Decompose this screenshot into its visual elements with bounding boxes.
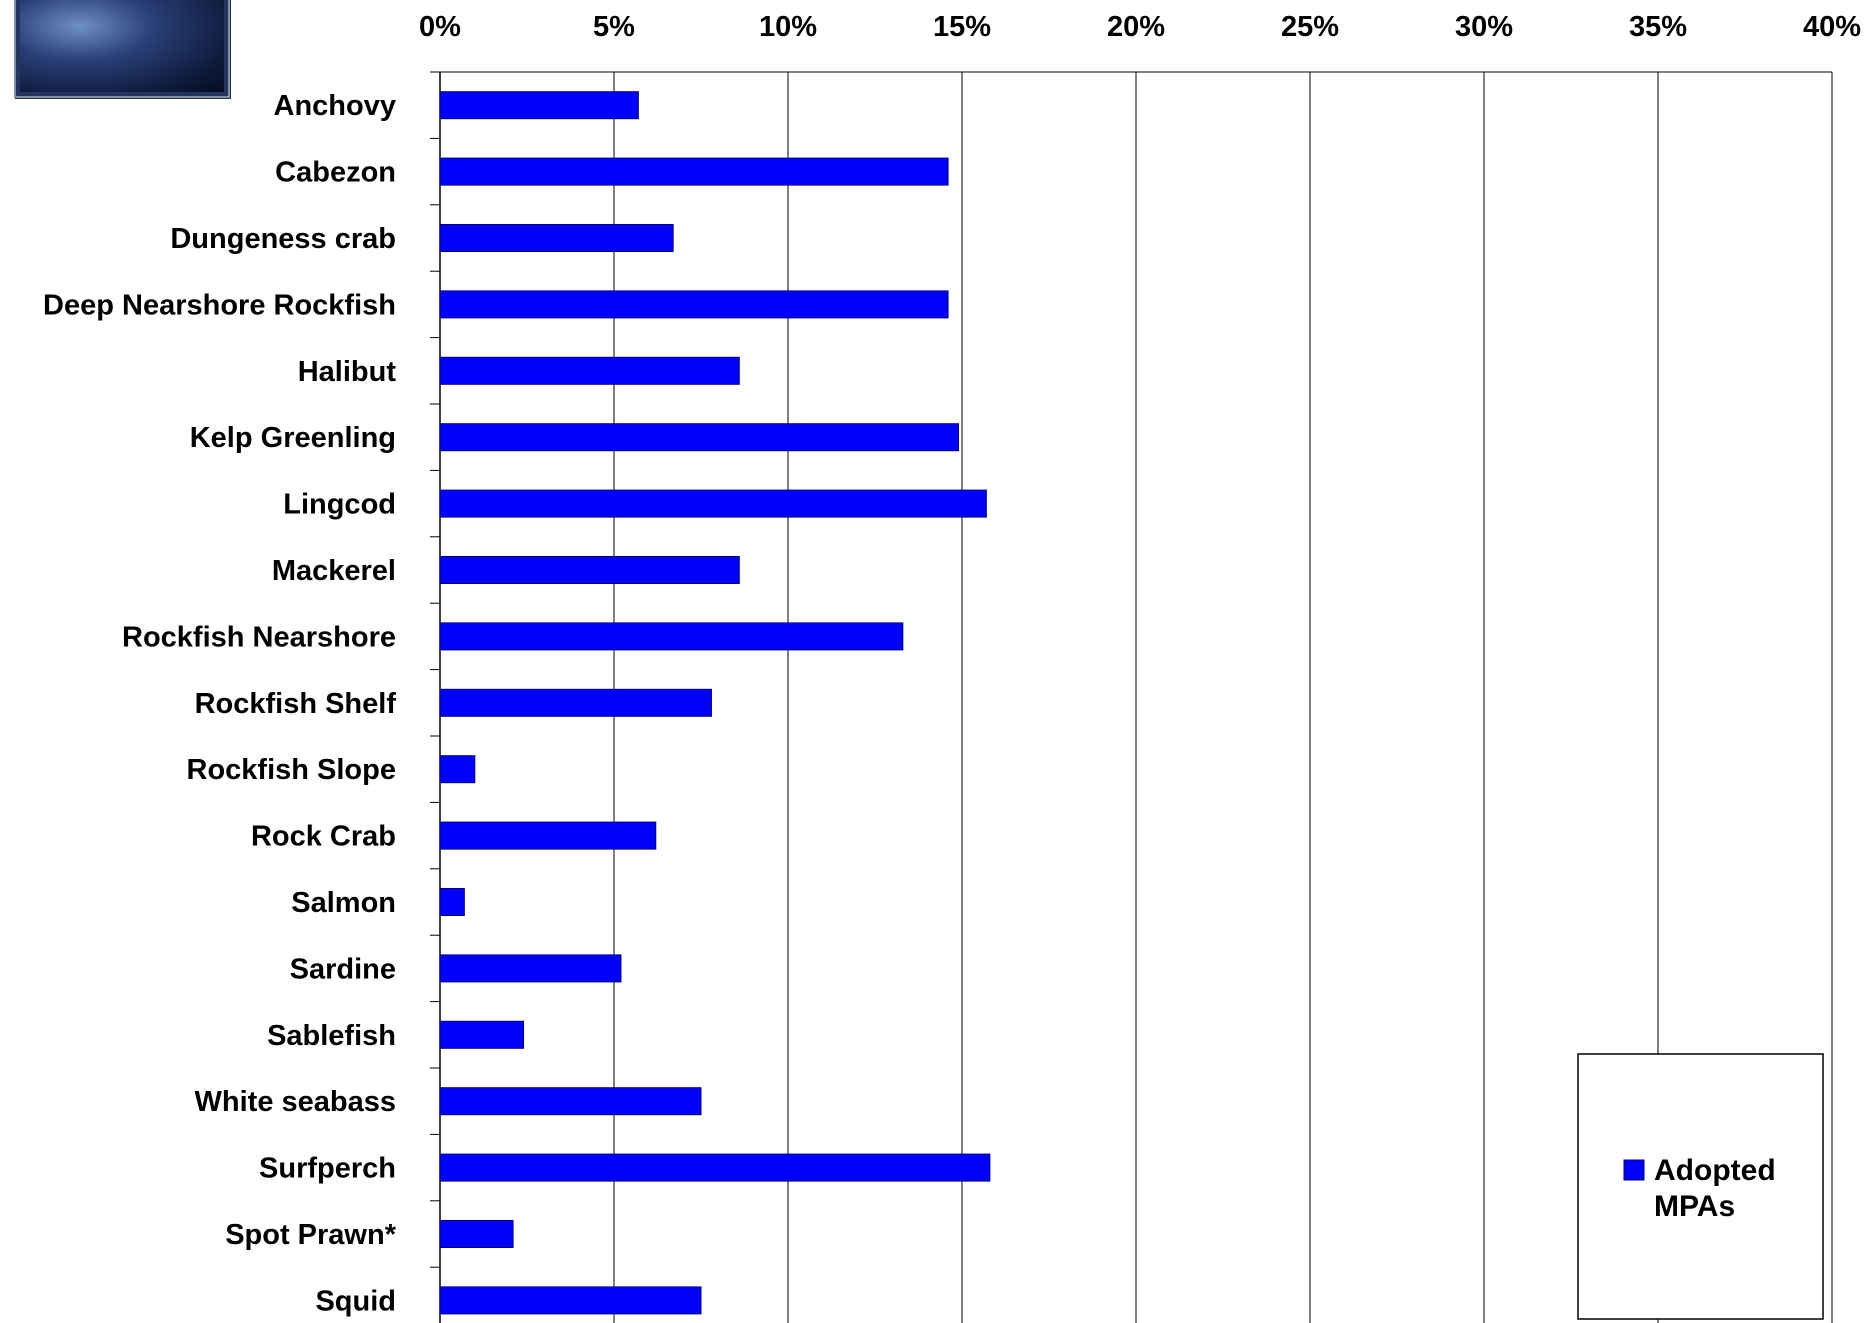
bar [439, 1020, 525, 1049]
bar [439, 224, 674, 252]
category-label: White seabass [195, 1086, 396, 1118]
x-tick-label: 15% [933, 11, 991, 43]
legend-box [1577, 1053, 1824, 1320]
category-label: Spot Prawn* [225, 1219, 397, 1251]
bar [439, 157, 949, 186]
category-label: Anchovy [274, 90, 396, 122]
bar [439, 1087, 702, 1116]
x-tick-label: 0% [419, 11, 461, 43]
category-label: Surfperch [259, 1153, 396, 1185]
x-tick-label: 5% [593, 11, 635, 43]
category-label: Dungeness crab [170, 223, 396, 255]
category-label: Mackerel [272, 555, 396, 587]
x-tick-label: 30% [1455, 11, 1513, 43]
category-label: Halibut [298, 356, 397, 388]
bar [439, 423, 960, 452]
category-label: Rockfish Nearshore [122, 621, 396, 653]
category-labels: Anchovy Cabezon Dungeness crab Deep Nearsho… [43, 90, 397, 1317]
bar [439, 290, 949, 319]
bars [439, 91, 991, 1315]
x-tick-label: 35% [1629, 11, 1687, 43]
bar [439, 755, 476, 784]
bar [439, 888, 465, 916]
legend-label: Adopted MPAs [1654, 1154, 1776, 1223]
category-label: Rock Crab [251, 821, 396, 853]
category-label: Sardine [290, 953, 396, 985]
x-tick-label: 20% [1107, 11, 1165, 43]
category-label: Squid [315, 1285, 396, 1317]
bar [439, 1220, 514, 1248]
x-tick-label: 25% [1281, 11, 1339, 43]
x-tick-label: 40% [1803, 11, 1861, 43]
category-label: Cabezon [275, 157, 396, 189]
category-label: Rockfish Slope [187, 754, 397, 786]
legend-swatch [1623, 1159, 1645, 1181]
bar [439, 489, 987, 518]
bar [439, 954, 622, 983]
bar [439, 688, 712, 717]
category-label: Sablefish [267, 1020, 396, 1052]
category-label: Rockfish Shelf [195, 688, 397, 720]
logo-thumbnail [14, 0, 230, 98]
bar [439, 1153, 991, 1182]
bar [439, 556, 740, 584]
bar [439, 1286, 702, 1315]
legend: Adopted MPAs [1577, 1053, 1824, 1320]
x-tick-labels: 0% 5% 10% 15% 20% 25% 30% 35% 40% [419, 11, 1861, 43]
category-label: Deep Nearshore Rockfish [43, 289, 396, 321]
bar [439, 821, 657, 850]
category-label: Lingcod [283, 489, 396, 521]
bar [439, 622, 904, 651]
bar [439, 91, 639, 120]
category-label: Salmon [291, 887, 396, 919]
bar [439, 356, 740, 385]
x-tick-label: 10% [759, 11, 817, 43]
category-label: Kelp Greenling [190, 422, 396, 454]
